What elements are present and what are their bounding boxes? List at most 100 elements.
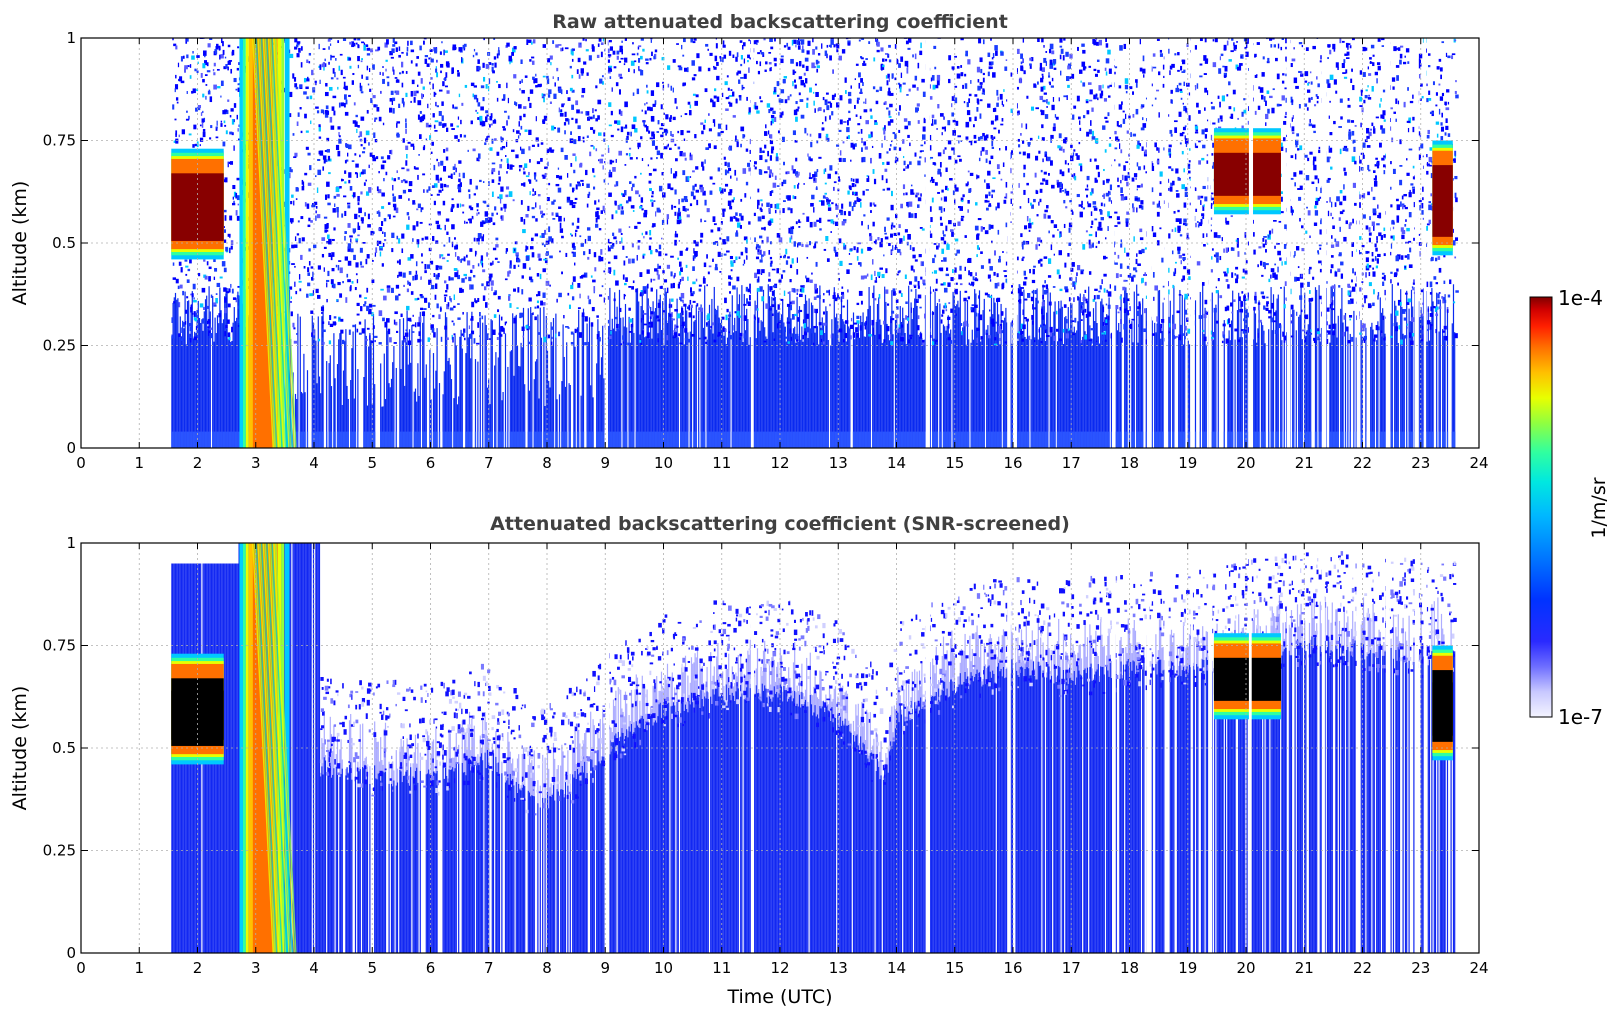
heatmap-column [455,431,457,448]
heatmap-column [791,431,793,448]
heatmap-column [1067,431,1069,448]
heatmap-speckle [815,308,818,314]
heatmap-speckle [947,337,951,341]
heatmap-column [486,431,489,448]
heatmap-column [1076,330,1078,448]
heatmap-column [867,309,869,448]
heatmap-speckle [851,183,855,188]
heatmap-speckle [955,282,958,285]
heatmap-speckle [632,183,635,188]
heatmap-column [710,329,712,448]
heatmap-speckle [440,160,444,166]
heatmap-column [203,431,205,448]
heatmap-column [603,378,605,448]
heatmap-speckle [497,50,500,56]
heatmap-speckle [811,272,813,275]
heatmap-speckle [1411,186,1415,189]
heatmap-speckle [496,53,499,59]
heatmap-column [610,431,612,448]
heatmap-column [178,333,180,448]
heatmap-column [651,431,653,448]
heatmap-column [994,302,996,448]
heatmap-column [1084,431,1086,448]
heatmap-speckle [1426,170,1429,175]
heatmap-speckle [194,68,197,72]
heatmap-speckle [1089,158,1092,162]
heatmap-speckle [771,190,774,194]
heatmap-column [550,431,552,448]
heatmap-speckle [1129,86,1133,90]
heatmap-column [996,431,999,448]
heatmap-speckle [1366,251,1370,254]
heatmap-speckle [341,178,343,182]
heatmap-speckle [438,265,443,270]
heatmap-speckle [802,319,805,324]
heatmap-speckle [1084,334,1087,340]
heatmap-speckle [1218,126,1222,129]
heatmap-column [864,431,867,448]
heatmap-speckle [1082,82,1086,87]
heatmap-column [581,431,583,448]
heatmap-column [344,341,346,448]
heatmap-speckle [704,88,708,93]
heatmap-column [1410,431,1413,448]
heatmap-speckle [307,272,311,276]
heatmap-column [190,431,192,448]
heatmap-speckle [172,262,175,266]
heatmap-speckle [175,45,178,50]
heatmap-column [1116,431,1119,448]
heatmap-speckle [942,149,945,155]
heatmap-speckle [1123,43,1127,49]
heatmap-column [1268,329,1270,448]
heatmap-column [501,400,503,448]
heatmap-column [652,431,654,448]
heatmap-speckle [541,215,544,218]
heatmap-speckle [445,72,448,78]
heatmap-speckle [715,310,719,315]
heatmap-speckle [642,254,645,259]
heatmap-column [936,431,939,448]
heatmap-speckle [861,157,864,163]
heatmap-speckle [1300,274,1303,278]
heatmap-speckle [898,111,900,116]
heatmap-column [668,431,670,448]
heatmap-column [906,431,909,448]
heatmap-speckle [1225,217,1227,224]
heatmap-column [220,431,222,448]
heatmap-column [833,287,835,448]
heatmap-column [920,331,922,448]
heatmap-column [1180,324,1182,448]
heatmap-column [689,331,691,448]
heatmap-speckle [898,105,901,111]
heatmap-speckle [1065,51,1069,57]
heatmap-column [1125,431,1127,448]
heatmap-speckle [543,115,548,121]
heatmap-speckle [991,189,996,193]
heatmap-speckle [1399,45,1404,48]
heatmap-speckle [496,97,499,102]
heatmap-column [484,431,486,448]
heatmap-column [1203,431,1205,448]
heatmap-speckle [1203,73,1207,75]
heatmap-speckle [826,44,829,48]
heatmap-column [1217,290,1219,448]
heatmap-speckle [661,237,663,240]
heatmap-column [1156,323,1158,448]
heatmap-column [482,322,484,448]
heatmap-speckle [391,248,394,253]
heatmap-column [822,431,825,448]
heatmap-column [195,431,197,448]
heatmap-speckle [1029,269,1031,274]
heatmap-speckle [1278,324,1282,329]
heatmap-speckle [615,280,619,286]
heatmap-speckle [790,235,793,240]
heatmap-column [419,431,421,448]
heatmap-column [916,431,918,448]
heatmap-speckle [1201,129,1205,135]
heatmap-speckle [229,236,231,239]
heatmap-speckle [499,164,502,169]
heatmap-speckle [413,97,416,103]
heatmap-column [230,341,232,448]
heatmap-speckle [939,161,942,168]
heatmap-column [1086,300,1089,448]
